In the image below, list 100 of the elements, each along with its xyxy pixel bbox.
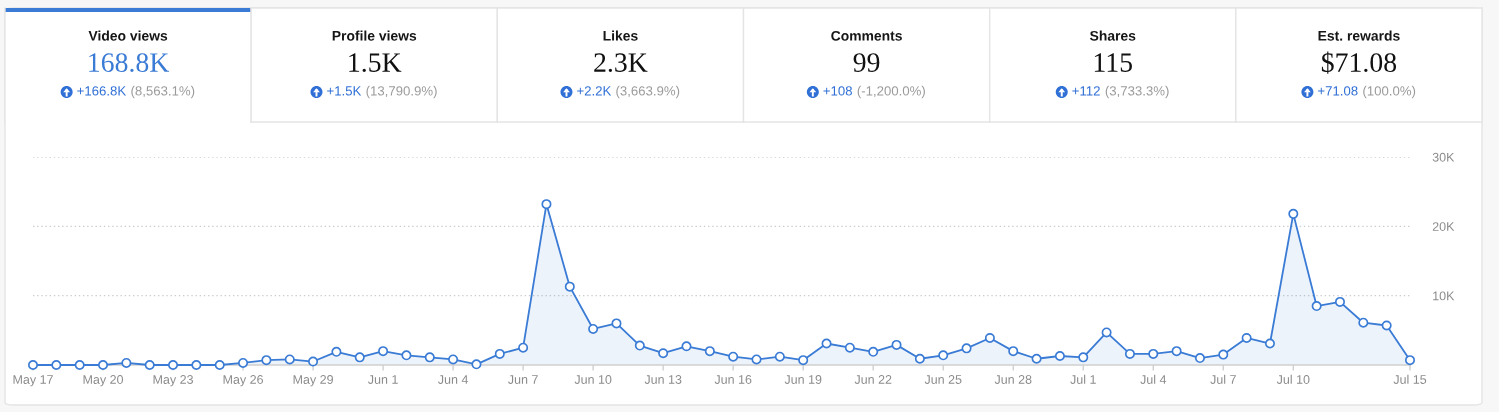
x-tick-label: May 17 [13, 375, 53, 387]
text: (13,790.9%) [366, 85, 437, 99]
text: (8,563.1%) [131, 85, 195, 99]
point [658, 348, 669, 359]
x-tick-label: Jun 13 [644, 375, 682, 384]
text: +2.2K [577, 86, 612, 96]
text: (100.0%) [1363, 85, 1416, 99]
text: (3,663.9%) [616, 85, 680, 99]
point [798, 355, 809, 366]
point [1054, 350, 1065, 361]
x-tick-label: Jun 7 [508, 375, 538, 384]
x-tick-label: Jul 10 [1276, 374, 1310, 384]
x-tick-label: Jul 1 [1070, 374, 1096, 384]
point [27, 359, 39, 371]
point [284, 354, 295, 365]
y-tick-label: 20K [1432, 222, 1455, 231]
point [1404, 355, 1416, 366]
point [1381, 320, 1392, 331]
point [401, 350, 412, 361]
point [74, 359, 85, 371]
point [191, 359, 202, 371]
x-tick-label: May 29 [293, 375, 333, 387]
text: Video views [88, 30, 168, 41]
y-tick-label: 10K [1433, 291, 1455, 301]
point [261, 355, 272, 366]
point [1241, 332, 1252, 343]
point [331, 346, 342, 357]
text: (3,733.3%) [1105, 85, 1169, 99]
x-tick-label: Jun 22 [854, 375, 892, 384]
point [1148, 348, 1159, 359]
point [611, 318, 622, 329]
text: +166.8K [77, 86, 127, 96]
x-tick-label: Jun 19 [784, 375, 822, 384]
point [308, 356, 319, 367]
point [1218, 349, 1229, 360]
text: $71.08 [1321, 51, 1397, 74]
point [891, 339, 902, 350]
point [564, 281, 575, 292]
text: 115 [1094, 53, 1132, 72]
text: 2.3K [594, 53, 648, 73]
point [1288, 208, 1299, 219]
text: Comments [831, 30, 902, 41]
x-tick-label: May 26 [223, 375, 263, 387]
point [844, 342, 855, 353]
point [51, 359, 62, 371]
x-tick-label: May 23 [153, 375, 193, 387]
text: 168.8K [89, 53, 170, 73]
point [681, 341, 692, 352]
point [144, 359, 155, 371]
point [1194, 353, 1205, 364]
point [961, 343, 972, 354]
point [168, 359, 179, 371]
point [751, 354, 762, 365]
point [704, 346, 715, 357]
point [1311, 301, 1322, 312]
point [1334, 296, 1345, 307]
text: Shares [1089, 30, 1136, 41]
text: 99 [853, 53, 880, 72]
point [448, 354, 459, 365]
point [354, 352, 365, 363]
point [868, 346, 879, 357]
x-tick-label: Jun 1 [367, 375, 398, 384]
point [1031, 353, 1042, 364]
point [728, 351, 739, 362]
point [821, 338, 832, 349]
point [121, 357, 132, 368]
point [494, 348, 505, 359]
point [1171, 346, 1182, 357]
point [378, 346, 389, 357]
point [774, 351, 785, 362]
y-tick-label: 30K [1432, 152, 1455, 162]
text: Likes [603, 30, 638, 41]
text: 1.5K [349, 53, 402, 73]
point [1008, 346, 1019, 357]
text: +112 [1072, 86, 1100, 96]
x-tick-label: Jun 16 [714, 375, 752, 384]
point [238, 357, 249, 368]
point [1078, 352, 1089, 363]
text: +1.5K [327, 86, 362, 96]
point [1358, 317, 1369, 328]
x-tick-label: Jun 28 [994, 375, 1032, 384]
point [518, 342, 529, 353]
point [98, 359, 109, 371]
point [1264, 338, 1275, 349]
text: Profile views [332, 30, 417, 41]
text: Est. rewards [1318, 30, 1400, 41]
point [588, 323, 599, 334]
point [938, 350, 949, 361]
point [634, 340, 645, 351]
point [914, 353, 925, 364]
point [541, 199, 552, 210]
text: (-1,200.0%) [857, 85, 925, 99]
text: +71.08 [1318, 86, 1358, 96]
x-tick-label: Jun 4 [438, 375, 469, 384]
x-tick-label: May 20 [83, 375, 124, 387]
point [1124, 348, 1135, 359]
x-tick-label: Jul 4 [1140, 374, 1167, 384]
text: +108 [823, 86, 852, 96]
point [471, 359, 482, 370]
x-tick-label: Jun 10 [574, 375, 612, 384]
